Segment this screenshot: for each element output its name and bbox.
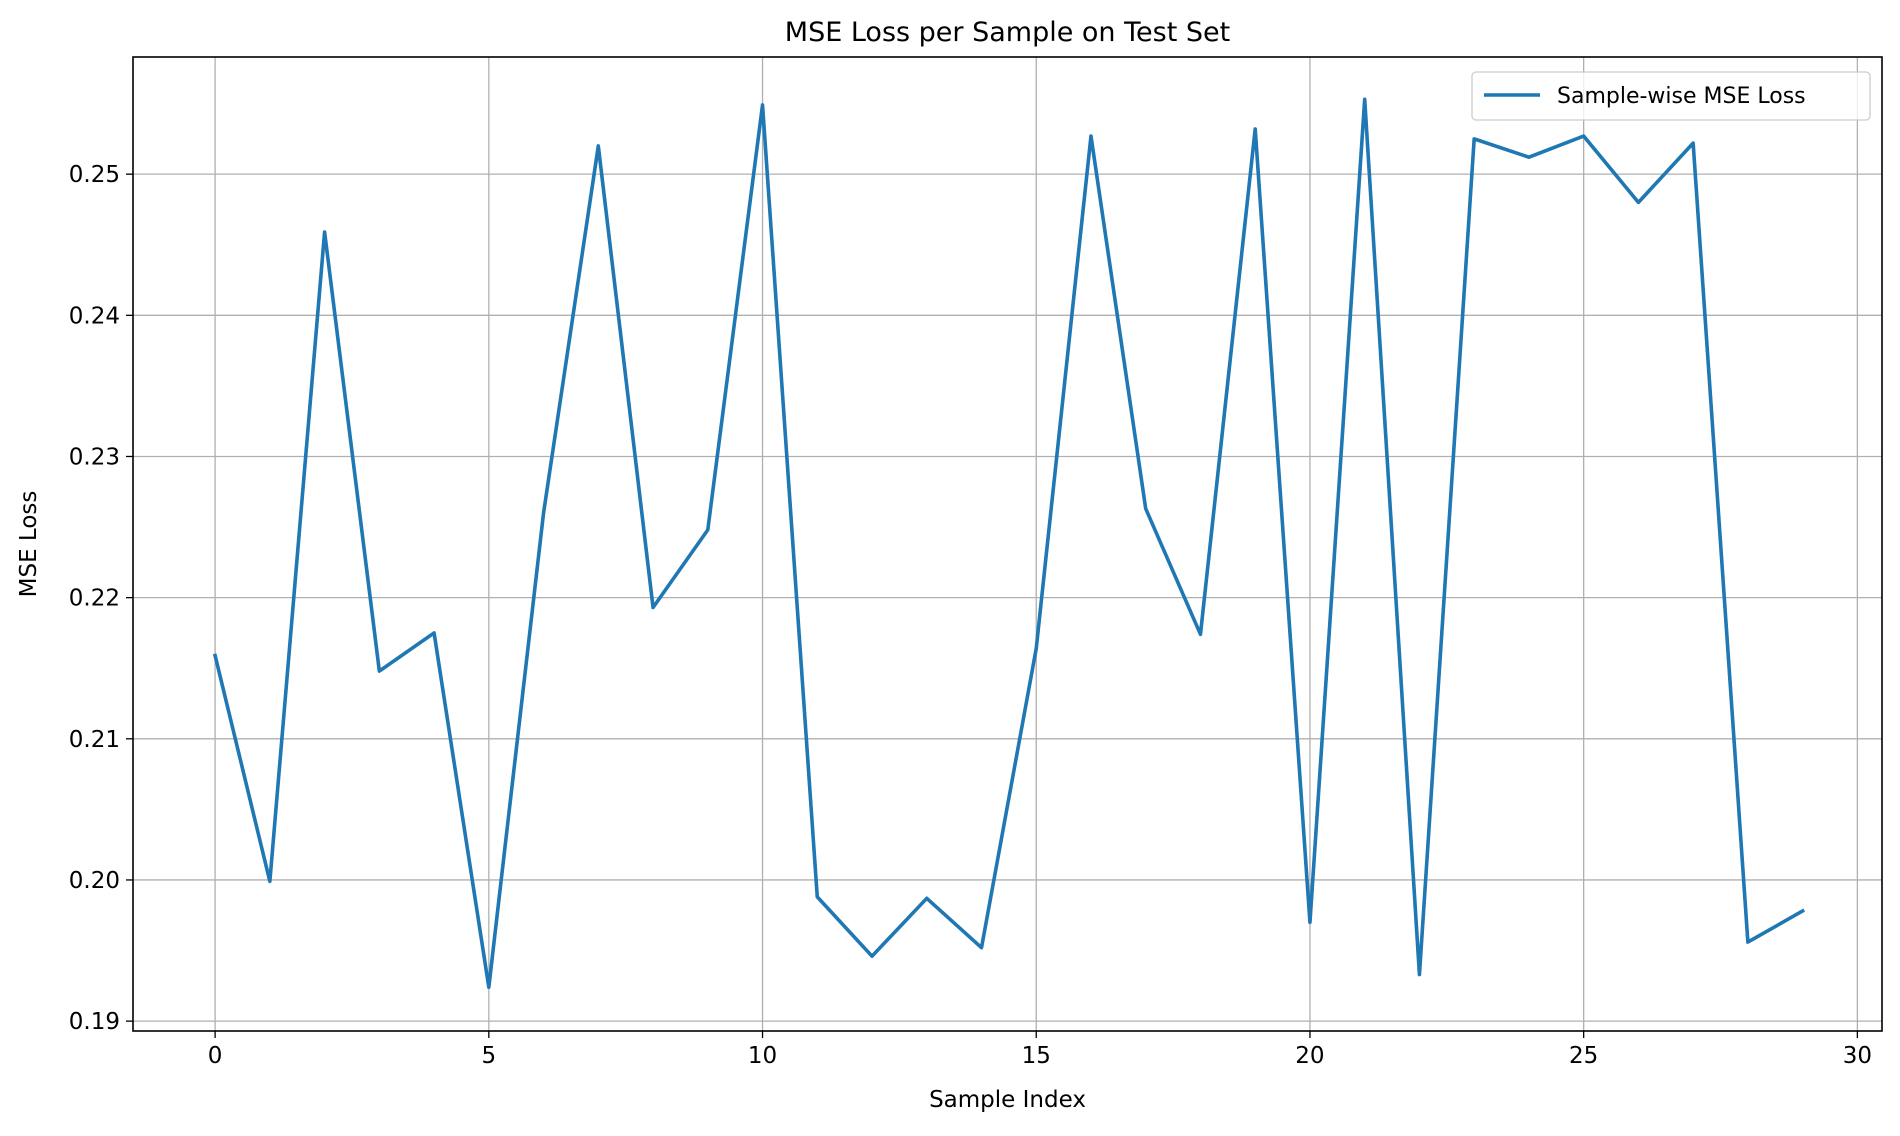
grid-layer	[133, 57, 1882, 1031]
y-tick-label: 0.25	[69, 162, 120, 188]
x-tick-label: 25	[1569, 1043, 1598, 1069]
x-tick-label: 5	[482, 1043, 497, 1069]
x-tick-label: 20	[1295, 1043, 1324, 1069]
y-tick-label: 0.20	[69, 868, 120, 894]
legend: Sample-wise MSE Loss	[1471, 71, 1871, 121]
x-tick-label: 30	[1843, 1043, 1872, 1069]
legend-label: Sample-wise MSE Loss	[1557, 84, 1806, 109]
x-tick-label: 0	[208, 1043, 223, 1069]
y-tick-label: 0.23	[69, 444, 120, 470]
tick-layer: 0 5 10 15 20 25 30 0.19 0.20 0.21 0.22 0.23 0.24 0.25	[69, 162, 1872, 1069]
y-tick-label: 0.24	[69, 303, 120, 329]
y-tick-label: 0.22	[69, 586, 120, 612]
series-line	[212, 97, 1806, 990]
y-axis-title: MSE Loss	[16, 491, 42, 598]
y-tick-label: 0.21	[69, 727, 120, 753]
x-tick-label: 15	[1022, 1043, 1051, 1069]
y-tick-label: 0.19	[69, 1009, 120, 1035]
x-tick-label: 10	[748, 1043, 777, 1069]
x-axis-title: Sample Index	[929, 1087, 1086, 1113]
series-layer	[212, 97, 1806, 990]
plot-frame	[132, 56, 1883, 1032]
chart-title: MSE Loss per Sample on Test Set	[785, 17, 1230, 48]
legend-box	[1471, 71, 1871, 121]
